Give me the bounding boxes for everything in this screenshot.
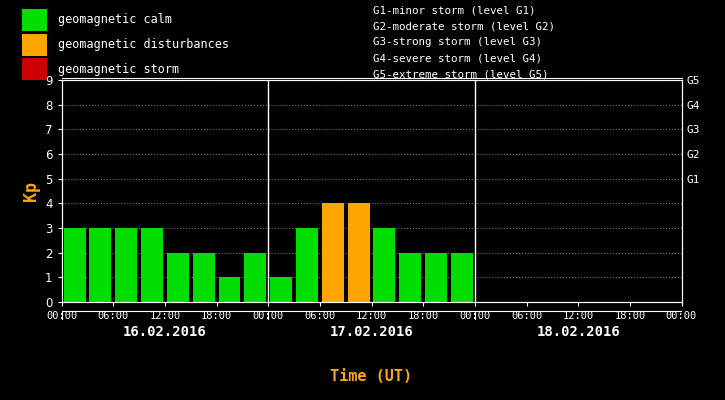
- Y-axis label: Kp: Kp: [22, 181, 40, 201]
- Bar: [22, 34, 47, 56]
- Bar: [64, 228, 86, 302]
- Bar: [193, 253, 215, 302]
- Bar: [296, 228, 318, 302]
- Bar: [218, 277, 241, 302]
- Bar: [89, 228, 112, 302]
- Text: G1-minor storm (level G1): G1-minor storm (level G1): [373, 5, 536, 15]
- Bar: [399, 253, 421, 302]
- Bar: [141, 228, 163, 302]
- Bar: [451, 253, 473, 302]
- Text: 17.02.2016: 17.02.2016: [330, 325, 413, 339]
- Bar: [270, 277, 292, 302]
- Bar: [322, 203, 344, 302]
- Bar: [22, 9, 47, 31]
- Text: geomagnetic storm: geomagnetic storm: [58, 63, 179, 76]
- Bar: [373, 228, 395, 302]
- Bar: [244, 253, 266, 302]
- Bar: [22, 58, 47, 81]
- Text: G4-severe storm (level G4): G4-severe storm (level G4): [373, 53, 542, 63]
- Text: 16.02.2016: 16.02.2016: [123, 325, 207, 339]
- Bar: [115, 228, 137, 302]
- Bar: [425, 253, 447, 302]
- Text: 18.02.2016: 18.02.2016: [536, 325, 620, 339]
- Bar: [167, 253, 188, 302]
- Text: geomagnetic disturbances: geomagnetic disturbances: [58, 38, 229, 51]
- Bar: [348, 203, 370, 302]
- Text: G3-strong storm (level G3): G3-strong storm (level G3): [373, 37, 542, 47]
- Text: G5-extreme storm (level G5): G5-extreme storm (level G5): [373, 69, 549, 79]
- Text: G2-moderate storm (level G2): G2-moderate storm (level G2): [373, 21, 555, 31]
- Text: Time (UT): Time (UT): [331, 369, 413, 384]
- Text: geomagnetic calm: geomagnetic calm: [58, 14, 172, 26]
